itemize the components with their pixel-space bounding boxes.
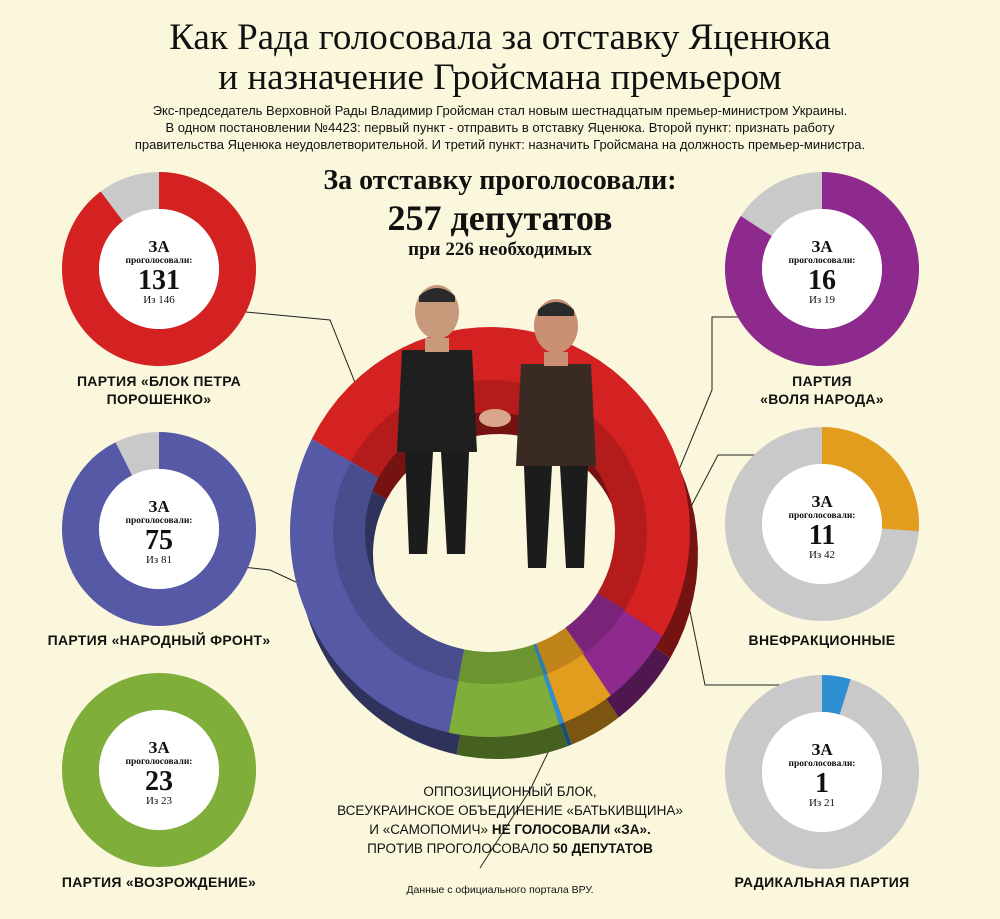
party-label-line: ПАРТИЯ «БЛОК ПЕТРА <box>76 373 242 389</box>
note-line-3: И «САМОПОМИЧ» НЕ ГОЛОСОВАЛИ «ЗА». <box>300 820 720 839</box>
donut-za-label: ЗА <box>148 497 170 516</box>
note-line-3a: И «САМОПОМИЧ» <box>369 822 489 837</box>
party-label-radical: РАДИКАЛЬНАЯ ПАРТИЯ <box>692 873 952 891</box>
donut-for-value-vn: 16 <box>808 265 836 296</box>
donut-hole-bpp <box>99 209 219 329</box>
party-label-nonfaction: ВНЕФРАКЦИОННЫЕ <box>692 631 952 649</box>
donut-for-value-nonfaction: 11 <box>809 520 835 551</box>
donut-za-label: ЗА <box>811 740 833 759</box>
party-label-line: ПАРТИЯ <box>792 373 852 389</box>
donut-total-nf: Из 81 <box>146 554 172 566</box>
party-label-line: РАДИКАЛЬНАЯ ПАРТИЯ <box>734 874 910 890</box>
donut-voted-label: проголосовали: <box>789 256 856 266</box>
leg <box>560 466 588 568</box>
donut-hole-nonfaction <box>762 464 882 584</box>
headline-total: 257 депутатов <box>387 198 613 238</box>
party-label-vn: ПАРТИЯ «ВОЛЯ НАРОДА» <box>692 372 952 408</box>
party-label-line: «ВОЛЯ НАРОДА» <box>760 391 884 407</box>
title-line-2: и назначение Гройсмана премьером <box>218 57 782 98</box>
donut-total-vn: Из 19 <box>809 294 836 306</box>
headline-required: при 226 необходимых <box>408 239 592 260</box>
big-donut-inner-vozr <box>457 644 545 684</box>
donut-share-radical <box>822 675 851 715</box>
donut-share-vn <box>724 172 919 366</box>
party-label-line: ПАРТИЯ «ВОЗРОЖДЕНИЕ» <box>61 874 257 890</box>
big-donut-inner-vn <box>565 592 626 654</box>
note-line-1: ОППОЗИЦИОННЫЙ БЛОК, <box>423 784 597 799</box>
party-label-line: ВНЕФРАКЦИОННЫЕ <box>748 632 896 648</box>
note-line-4b: 50 ДЕПУТАТОВ <box>552 841 653 856</box>
donut-share-bpp <box>61 172 256 367</box>
neck <box>544 352 568 366</box>
opposition-note: ОППОЗИЦИОННЫЙ БЛОК, ВСЕУКРАИНСКОЕ ОБЪЕДИ… <box>300 782 720 858</box>
donut-za-label: ЗА <box>811 492 833 511</box>
party-label-nf: ПАРТИЯ «НАРОДНЫЙ ФРОНТ» <box>29 631 289 649</box>
donut-voted-label: проголосовали: <box>789 511 856 521</box>
donut-voted-label: проголосовали: <box>126 516 193 526</box>
party-label-vozr: ПАРТИЯ «ВОЗРОЖДЕНИЕ» <box>29 873 289 891</box>
donut-voted-label: проголосовали: <box>126 256 193 266</box>
donut-hole-vn <box>762 209 882 329</box>
leg <box>441 452 469 554</box>
hair <box>419 288 455 302</box>
donut-for-value-vozr: 23 <box>145 766 173 797</box>
donut-hole-nf <box>99 469 219 589</box>
big-donut-inner-nf <box>333 463 465 681</box>
subtitle: Экс-председатель Верховной Рады Владимир… <box>60 102 940 153</box>
leg <box>524 466 552 568</box>
note-line-4: ПРОТИВ ПРОГОЛОСОВАЛО 50 ДЕПУТАТОВ <box>300 839 720 858</box>
page-title: Как Рада голосовала за отставку Яценюка … <box>0 18 1000 98</box>
handshake <box>479 409 511 427</box>
headline-line-1: За отставку проголосовали: <box>323 165 677 196</box>
donut-za-label: ЗА <box>148 237 170 256</box>
donut-total-vozr: Из 23 <box>146 795 173 807</box>
person-yatsenyuk <box>516 299 596 568</box>
neck <box>425 338 449 352</box>
title-line-1: Как Рада голосовала за отставку Яценюка <box>169 17 831 58</box>
leg <box>405 452 433 554</box>
jacket <box>397 350 477 452</box>
headline: За отставку проголосовали: 257 депутатов… <box>250 164 750 262</box>
donut-total-nonfaction: Из 42 <box>809 549 835 561</box>
donut-share-vozr <box>62 673 256 867</box>
big-donut-inner-radical <box>533 643 548 675</box>
donut-for-value-radical: 1 <box>815 768 829 799</box>
donut-za-label: ЗА <box>148 738 170 757</box>
subtitle-line-3: правительства Яценюка неудовлетворительн… <box>134 137 866 152</box>
note-line-2: ВСЕУКРАИНСКОЕ ОБЪЕДИНЕНИЕ «БАТЬКИВЩИНА» <box>337 803 683 818</box>
donut-for-value-bpp: 131 <box>138 265 180 296</box>
person-groysman <box>397 285 477 554</box>
donut-za-label: ЗА <box>811 237 833 256</box>
donut-hole-vozr <box>99 710 219 830</box>
party-label-bpp: ПАРТИЯ «БЛОК ПЕТРА ПОРОШЕНКО» <box>29 372 289 408</box>
note-line-4a: ПРОТИВ ПРОГОЛОСОВАЛО <box>367 841 550 856</box>
donut-share-nf <box>62 432 257 626</box>
subtitle-line-1: Экс-председатель Верховной Рады Владимир… <box>152 103 848 118</box>
source-note: Данные с официального портала ВРУ. <box>406 884 594 896</box>
donut-total-radical: Из 21 <box>809 797 835 809</box>
party-label-line: ПАРТИЯ «НАРОДНЫЙ ФРОНТ» <box>47 632 271 648</box>
donut-share-nonfaction <box>822 427 919 532</box>
subtitle-line-2: В одном постановлении №4423: первый пунк… <box>165 120 835 135</box>
party-label-line: ПОРОШЕНКО» <box>106 391 212 407</box>
donut-voted-label: проголосовали: <box>789 759 856 769</box>
note-line-3b: НЕ ГОЛОСОВАЛИ «ЗА». <box>491 822 651 837</box>
donut-for-value-nf: 75 <box>145 525 173 556</box>
hair <box>538 302 574 316</box>
donut-hole-radical <box>762 712 882 832</box>
big-donut-inner-nonfaction <box>536 627 585 674</box>
donut-total-bpp: Из 146 <box>143 294 175 306</box>
donut-voted-label: проголосовали: <box>126 757 193 767</box>
jacket <box>516 364 596 466</box>
